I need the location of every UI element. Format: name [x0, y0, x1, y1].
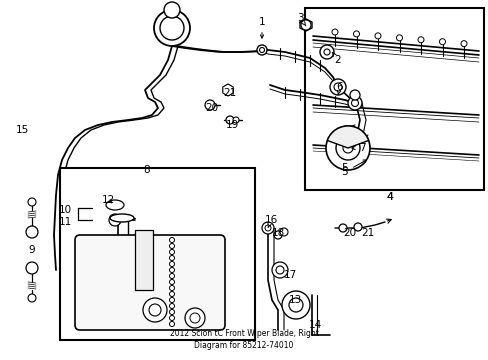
Circle shape: [264, 225, 270, 231]
Circle shape: [439, 39, 445, 45]
Circle shape: [353, 31, 359, 37]
Circle shape: [169, 261, 174, 266]
Circle shape: [169, 292, 174, 297]
Text: 1: 1: [258, 17, 265, 38]
Circle shape: [204, 100, 215, 110]
Ellipse shape: [106, 200, 124, 210]
Text: 5: 5: [341, 163, 347, 173]
Text: 14: 14: [308, 320, 321, 330]
Circle shape: [149, 304, 161, 316]
Text: 9: 9: [29, 245, 35, 255]
FancyArrowPatch shape: [386, 219, 390, 223]
Circle shape: [338, 224, 346, 232]
Circle shape: [333, 83, 341, 91]
Circle shape: [109, 214, 121, 226]
Circle shape: [169, 243, 174, 248]
Text: 16: 16: [264, 215, 277, 228]
Circle shape: [184, 308, 204, 328]
FancyBboxPatch shape: [75, 235, 224, 330]
Circle shape: [396, 35, 402, 41]
Bar: [135, 230, 153, 290]
Circle shape: [460, 41, 466, 47]
Circle shape: [154, 10, 190, 46]
Circle shape: [417, 37, 423, 43]
Circle shape: [169, 303, 174, 309]
Circle shape: [262, 222, 273, 234]
Text: 17: 17: [283, 270, 296, 280]
Circle shape: [169, 285, 174, 291]
Circle shape: [169, 321, 174, 327]
Circle shape: [169, 249, 174, 255]
Circle shape: [28, 294, 36, 302]
Text: 20: 20: [205, 103, 218, 113]
Circle shape: [275, 266, 284, 274]
Circle shape: [282, 291, 309, 319]
Circle shape: [223, 85, 232, 95]
Bar: [305, 8, 483, 190]
Circle shape: [319, 45, 333, 59]
Circle shape: [169, 310, 174, 315]
Text: 19: 19: [225, 120, 238, 130]
Circle shape: [342, 143, 352, 153]
Circle shape: [232, 117, 239, 123]
Text: 13: 13: [288, 295, 301, 305]
Circle shape: [325, 126, 369, 170]
Circle shape: [169, 297, 174, 302]
Circle shape: [169, 279, 174, 284]
Circle shape: [301, 20, 310, 30]
Circle shape: [26, 262, 38, 274]
Circle shape: [349, 90, 359, 100]
Circle shape: [28, 198, 36, 206]
Text: 20: 20: [343, 228, 356, 238]
Text: 12: 12: [101, 195, 114, 205]
Circle shape: [169, 315, 174, 320]
Text: 2: 2: [331, 52, 341, 65]
Circle shape: [169, 274, 174, 279]
Text: 3: 3: [296, 13, 305, 26]
Text: 21: 21: [361, 228, 374, 238]
Circle shape: [190, 313, 200, 323]
Circle shape: [351, 99, 358, 107]
Text: 2012 Scion tC Front Wiper Blade, Right
Diagram for 85212-74010: 2012 Scion tC Front Wiper Blade, Right D…: [169, 329, 318, 350]
Circle shape: [347, 96, 361, 110]
Circle shape: [288, 298, 303, 312]
Circle shape: [26, 226, 38, 238]
Circle shape: [374, 33, 380, 39]
Text: 18: 18: [271, 228, 284, 238]
Circle shape: [169, 256, 174, 261]
Circle shape: [271, 262, 287, 278]
Circle shape: [169, 267, 174, 273]
Circle shape: [353, 223, 361, 231]
Circle shape: [259, 48, 264, 53]
Text: 21: 21: [223, 88, 236, 98]
Text: 4: 4: [386, 192, 393, 202]
Text: 7: 7: [351, 143, 365, 153]
Circle shape: [335, 136, 359, 160]
Circle shape: [329, 79, 346, 95]
Text: 11: 11: [59, 217, 72, 227]
Text: 15: 15: [15, 125, 29, 135]
Circle shape: [273, 231, 282, 239]
Text: 5: 5: [341, 160, 366, 177]
Text: 8: 8: [143, 165, 150, 175]
Wedge shape: [326, 126, 368, 148]
Circle shape: [225, 116, 234, 124]
Ellipse shape: [110, 214, 134, 222]
Circle shape: [160, 16, 183, 40]
Circle shape: [142, 298, 167, 322]
Bar: [60, 168, 254, 340]
Circle shape: [331, 29, 337, 35]
Circle shape: [280, 228, 287, 236]
Circle shape: [257, 45, 266, 55]
Text: 10: 10: [59, 205, 72, 215]
Circle shape: [169, 238, 174, 243]
Circle shape: [324, 49, 329, 55]
Text: 6: 6: [336, 82, 343, 95]
Circle shape: [163, 2, 180, 18]
Text: 4: 4: [386, 192, 392, 202]
